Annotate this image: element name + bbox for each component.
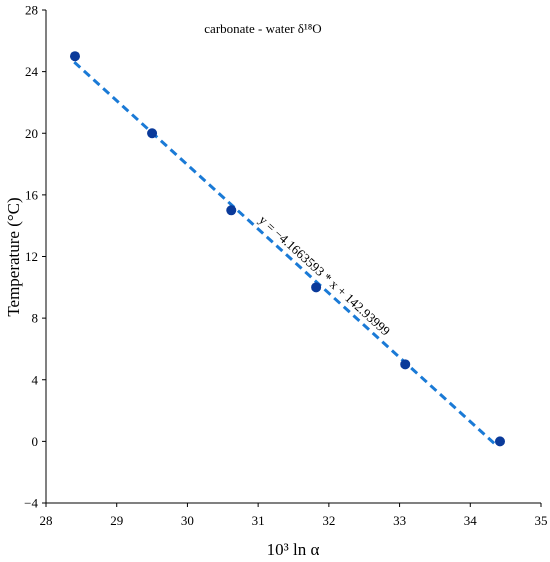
data-point <box>147 128 158 139</box>
data-point <box>69 51 80 62</box>
y-tick-label: 0 <box>32 434 39 449</box>
x-tick-label: 29 <box>110 513 123 528</box>
x-tick-label: 31 <box>252 513 265 528</box>
x-axis-title: 10³ ln α <box>267 540 320 559</box>
trendline-group <box>73 61 497 446</box>
x-tick-label: 33 <box>393 513 406 528</box>
chart-title: carbonate - water δ¹⁸O <box>204 21 321 36</box>
y-tick-label: 24 <box>25 64 39 79</box>
y-tick-label: 20 <box>25 126 38 141</box>
x-tick-label: 35 <box>535 513 548 528</box>
y-tick-label: 4 <box>32 372 39 387</box>
y-tick-label: 16 <box>25 187 39 202</box>
y-axis-title: Temperature (°C) <box>4 197 23 316</box>
y-tick-label: 12 <box>25 249 38 264</box>
y-tick-label: −4 <box>24 496 38 511</box>
trendline-equation: y = −4.1663593 * x + 142.93999 <box>256 212 393 338</box>
trendline <box>73 61 497 446</box>
x-tick-label: 34 <box>464 513 478 528</box>
data-point <box>494 436 505 447</box>
data-point <box>311 282 322 293</box>
data-point <box>400 359 411 370</box>
y-tick-label: 28 <box>25 3 38 18</box>
data-points <box>69 51 505 447</box>
ticks: 28 29 30 31 32 33 34 35 −4 0 4 8 12 16 20 24 28 <box>24 3 547 529</box>
x-tick-label: 28 <box>40 513 53 528</box>
x-tick-label: 32 <box>322 513 335 528</box>
data-point <box>226 205 237 216</box>
x-tick-label: 30 <box>181 513 194 528</box>
y-tick-label: 8 <box>32 311 39 326</box>
